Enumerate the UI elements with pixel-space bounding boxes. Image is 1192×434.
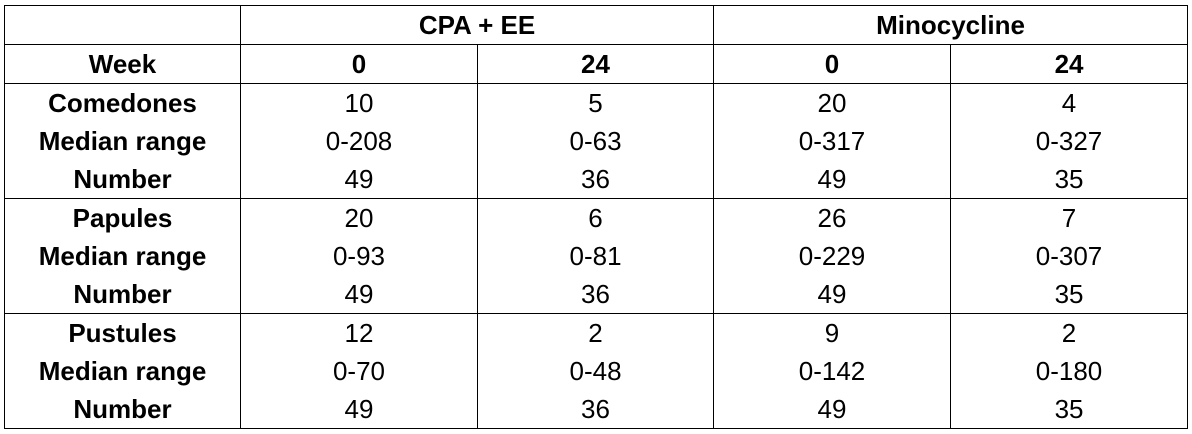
data-cell: 26 0-229 49: [713, 198, 952, 314]
lesion-type-label: Papules: [72, 203, 173, 233]
data-cell: 4 0-327 35: [950, 83, 1189, 199]
median-value: 2: [588, 318, 603, 348]
median-value: 10: [344, 88, 374, 118]
row-labels: Pustules Median range Number: [4, 313, 241, 429]
median-value: 6: [588, 203, 603, 233]
range-value: 0-208: [325, 126, 393, 156]
median-value: 4: [1061, 88, 1077, 118]
median-value: 26: [817, 203, 847, 233]
data-cell: 20 0-317 49: [713, 83, 952, 199]
data-cell: 2 0-48 36: [476, 313, 715, 429]
data-cell: 2 0-180 35: [950, 313, 1189, 429]
number-value: 49: [817, 394, 847, 424]
median-range-label: Median range: [38, 126, 207, 156]
row-labels: Comedones Median range Number: [4, 83, 241, 199]
number-value: 35: [1054, 164, 1084, 194]
week-header-row: Week 0 24 0 24: [4, 44, 1189, 84]
number-label: Number: [73, 394, 172, 424]
range-value: 0-63: [569, 126, 622, 156]
median-range-label: Median range: [38, 241, 207, 271]
data-cell: 7 0-307 35: [950, 198, 1189, 314]
week-label: Week: [4, 44, 241, 84]
lesion-type-label: Pustules: [68, 318, 177, 348]
median-value: 20: [817, 88, 847, 118]
range-value: 0-142: [798, 356, 866, 386]
range-value: 0-327: [1035, 126, 1103, 156]
week-header-cell: 24: [476, 44, 715, 84]
group-header-row: CPA + EE Minocycline: [4, 5, 1189, 45]
corner-cell: [4, 5, 241, 45]
data-cell: 20 0-93 49: [240, 198, 478, 314]
number-value: 49: [344, 279, 374, 309]
number-value: 36: [581, 279, 610, 309]
range-value: 0-180: [1035, 356, 1103, 386]
week-header-cell: 24: [950, 44, 1189, 84]
number-value: 49: [817, 164, 847, 194]
range-value: 0-229: [798, 241, 866, 271]
number-value: 36: [581, 394, 610, 424]
section-row-comedones: Comedones Median range Number 10 0-208 4…: [4, 83, 1189, 199]
week-header-cell: 0: [713, 44, 952, 84]
section-row-papules: Papules Median range Number 20 0-93 49 6…: [4, 198, 1189, 314]
data-cell: 6 0-81 36: [476, 198, 715, 314]
range-value: 0-48: [569, 356, 622, 386]
range-value: 0-307: [1035, 241, 1103, 271]
median-value: 2: [1061, 318, 1077, 348]
row-labels: Papules Median range Number: [4, 198, 241, 314]
number-value: 35: [1054, 279, 1084, 309]
section-row-pustules: Pustules Median range Number 12 0-70 49 …: [4, 313, 1189, 429]
median-value: 20: [344, 203, 374, 233]
range-value: 0-81: [569, 241, 622, 271]
number-value: 35: [1054, 394, 1084, 424]
median-value: 7: [1061, 203, 1077, 233]
data-cell: 9 0-142 49: [713, 313, 952, 429]
number-value: 36: [581, 164, 610, 194]
group-header-minocycline: Minocycline: [713, 5, 1189, 45]
data-cell: 5 0-63 36: [476, 83, 715, 199]
number-label: Number: [73, 164, 172, 194]
range-value: 0-317: [798, 126, 866, 156]
lesion-type-label: Comedones: [48, 88, 197, 118]
number-value: 49: [817, 279, 847, 309]
median-value: 9: [824, 318, 840, 348]
number-label: Number: [73, 279, 172, 309]
range-value: 0-93: [332, 241, 386, 271]
group-header-cpa-ee: CPA + EE: [239, 5, 715, 45]
number-value: 49: [344, 164, 374, 194]
median-value: 12: [344, 318, 374, 348]
median-range-label: Median range: [38, 356, 207, 386]
data-cell: 10 0-208 49: [240, 83, 478, 199]
range-value: 0-70: [332, 356, 386, 386]
week-header-cell: 0: [240, 44, 478, 84]
number-value: 49: [344, 394, 374, 424]
median-value: 5: [588, 88, 603, 118]
data-cell: 12 0-70 49: [240, 313, 478, 429]
results-table: CPA + EE Minocycline Week 0 24 0 24 Come…: [4, 5, 1189, 429]
